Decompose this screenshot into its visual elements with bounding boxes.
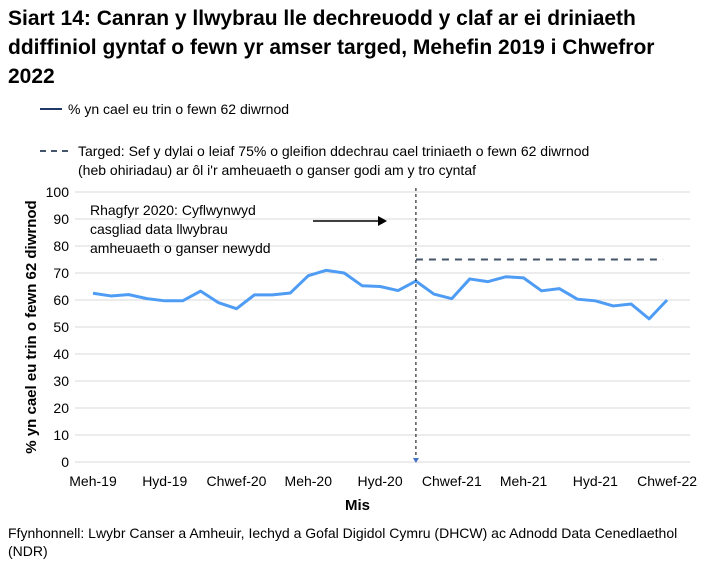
legend-item-target: Targed: Sef y dylai o leiaf 75% o gleifi… [40,142,589,180]
series-line [92,268,669,321]
legend-label-cont: (heb ohiriadau) ar ôl i'r amheuaeth o ga… [78,162,477,178]
y-tick-label: 30 [53,373,69,389]
x-tick-label: Chwef-22 [637,473,697,489]
x-tick-label: Hyd-21 [573,473,618,489]
y-tick-label: 70 [53,265,69,281]
chart-title: Siart 14: Canran y llwybrau lle dechreuo… [8,7,655,88]
annotation-text: amheuaeth o ganser newydd [90,240,271,256]
x-axis-title: Mis [345,497,370,514]
annotation-text: Rhagfyr 2020: Cyflwynwyd [90,202,256,218]
annotation-text: casgliad data llwybrau [90,221,228,237]
legend-label: Targed: Sef y dylai o leiaf 75% o gleifi… [78,143,590,159]
annotation-arrowhead [378,216,387,226]
legend-solid-line-icon [40,108,62,110]
y-tick-label: 50 [53,319,69,335]
x-tick-label: Hyd-19 [142,473,187,489]
y-tick-label: 80 [53,238,69,254]
y-tick-label: 0 [61,454,69,470]
y-tick-label: 40 [53,346,69,362]
legend-label: % yn cael eu trin o fewn 62 diwrnod [68,101,290,117]
legend-item-series: % yn cael eu trin o fewn 62 diwrnod [40,101,289,117]
x-tick-label: Meh-20 [285,473,333,489]
x-tick-label: Hyd-20 [357,473,402,489]
y-tick-label: 100 [46,184,70,200]
y-tick-label: 60 [53,292,69,308]
x-tick-label: Meh-19 [69,473,117,489]
x-tick-label: Chwef-21 [422,473,482,489]
annotation-marker-arrowhead [412,458,419,463]
y-tick-label: 90 [53,211,69,227]
legend-dashed-line-icon [40,150,72,152]
y-tick-label: 10 [53,427,69,443]
y-tick-label: 20 [53,400,69,416]
x-tick-label: Chwef-20 [207,473,267,489]
y-axis-title: % yn cael eu trin o fewn 62 diwrnod [23,200,40,453]
source-note: Ffynhonnell: Lwybr Canser a Amheuir, Iec… [8,525,678,559]
x-tick-label: Meh-21 [500,473,548,489]
